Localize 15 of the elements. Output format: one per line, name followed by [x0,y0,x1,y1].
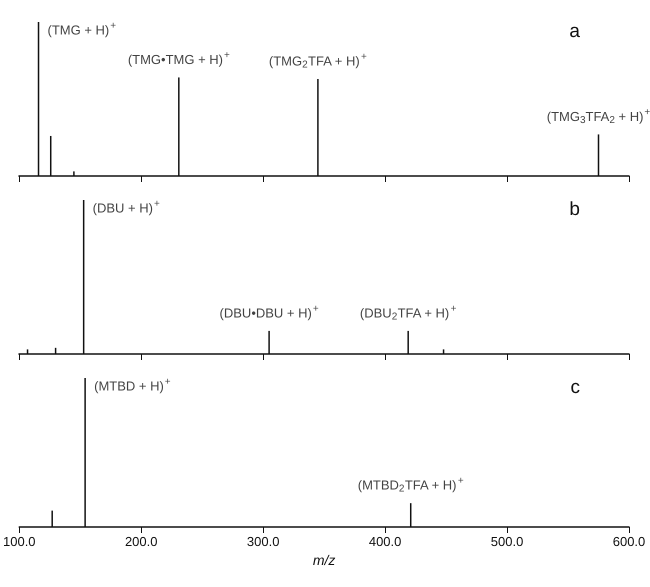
x-tick-label: 200.0 [124,534,158,549]
x-tick-label: 600.0 [612,534,646,549]
annotation: (DBU•DBU + H)+ [220,303,319,320]
x-tick-label: 400.0 [368,534,402,549]
x-axis-title: m/z [312,552,336,568]
annotation: (TMG•TMG + H)+ [128,50,230,67]
annotation: b [569,199,580,220]
annotation: (DBU + H)+ [92,198,160,216]
annotation: (TMG + H)+ [48,20,116,38]
annotation: c [570,377,580,398]
x-tick-label: 300.0 [246,534,280,549]
x-tick-label: 500.0 [490,534,524,549]
annotation: (MTBD + H)+ [94,376,171,394]
x-tick-label: 100.0 [2,534,36,549]
annotation: a [569,21,580,42]
